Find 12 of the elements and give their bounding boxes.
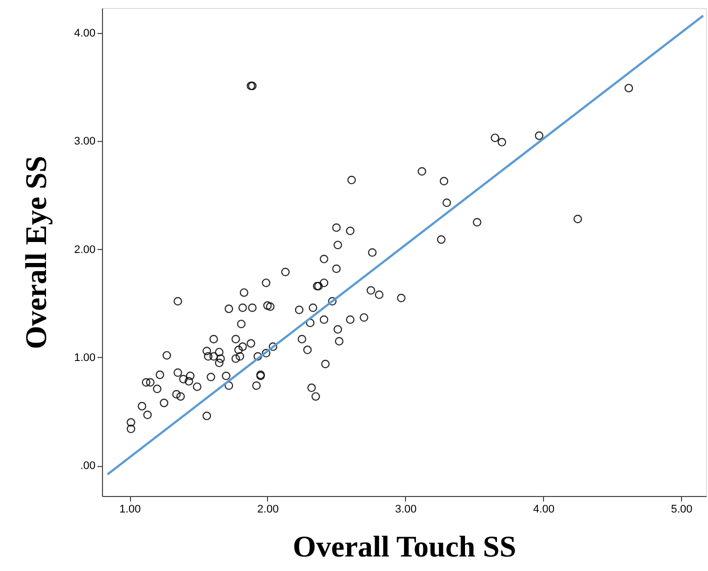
y-axis-title: Overall Eye SS: [20, 156, 54, 350]
y-tick-label: 4.00: [74, 27, 96, 40]
y-tick-label: 2.00: [74, 244, 96, 256]
x-tick-label: 1.00: [119, 504, 141, 516]
x-tick-label: 2.00: [257, 504, 279, 516]
x-tick-label: 3.00: [395, 504, 417, 516]
y-tick-label: 1.00: [74, 352, 96, 364]
y-tick-label: 3.00: [74, 136, 96, 148]
x-axis-title: Overall Touch SS: [292, 530, 516, 564]
y-tick-label: .00: [80, 460, 96, 472]
x-tick-label: 4.00: [533, 504, 554, 516]
x-tick-label: 5.00: [670, 504, 692, 516]
